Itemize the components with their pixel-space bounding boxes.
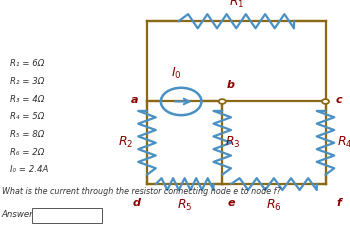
Text: R₂ = 3Ω: R₂ = 3Ω	[10, 77, 45, 86]
Circle shape	[322, 99, 329, 104]
Text: What is the current through the resistor connecting node e to node f?: What is the current through the resistor…	[2, 187, 280, 196]
Text: $R_6$: $R_6$	[266, 198, 282, 213]
FancyBboxPatch shape	[32, 208, 102, 223]
Text: Answer:: Answer:	[2, 210, 36, 219]
Text: R₃ = 4Ω: R₃ = 4Ω	[10, 95, 45, 104]
Text: f: f	[336, 198, 341, 208]
Circle shape	[219, 99, 226, 104]
Text: $I_0$: $I_0$	[170, 66, 181, 81]
Text: e: e	[227, 198, 235, 208]
Text: a: a	[131, 95, 139, 105]
Text: d: d	[133, 198, 140, 208]
Text: I₀ = 2.4A: I₀ = 2.4A	[10, 165, 49, 174]
Text: $R_4$: $R_4$	[337, 135, 350, 150]
Text: R₅ = 8Ω: R₅ = 8Ω	[10, 130, 45, 139]
Text: c: c	[336, 95, 342, 105]
Text: $R_5$: $R_5$	[177, 198, 192, 213]
Text: $R_1$: $R_1$	[229, 0, 244, 10]
Text: b: b	[227, 80, 235, 90]
Text: R₁ = 6Ω: R₁ = 6Ω	[10, 59, 45, 68]
Text: R₄ = 5Ω: R₄ = 5Ω	[10, 112, 45, 121]
Text: $R_2$: $R_2$	[118, 135, 134, 150]
Text: R₆ = 2Ω: R₆ = 2Ω	[10, 148, 45, 157]
Text: $R_3$: $R_3$	[225, 135, 240, 150]
